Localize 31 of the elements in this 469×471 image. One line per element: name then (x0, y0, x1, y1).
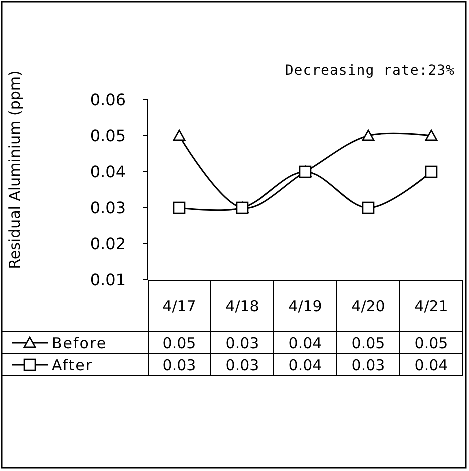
point (173, 202, 186, 214)
legend-label: After (52, 356, 94, 374)
text: Decreasing rate:23% (285, 63, 456, 79)
point (425, 166, 438, 178)
y-tick-label: 0.02 (90, 234, 126, 254)
x-tick-label: 4/19 (288, 297, 322, 316)
y-tick-label: 0.05 (90, 126, 126, 146)
y-tick-label: 0.06 (90, 90, 126, 110)
x-tick-label: 4/20 (352, 297, 386, 316)
data-label: 0.04 (288, 334, 322, 352)
x-tick-label: 4/17 (162, 297, 196, 316)
point (362, 130, 375, 142)
data-label: 0.03 (226, 356, 260, 374)
data-label: 0.03 (352, 356, 386, 374)
data-label: 0.05 (414, 334, 448, 352)
y-tick-label: 0.04 (90, 162, 126, 182)
data-label: 0.05 (352, 334, 386, 352)
point (425, 130, 438, 142)
x-tick-label: 4/18 (226, 297, 260, 316)
y-tick-label: 0.03 (90, 198, 126, 218)
y-tick-label: 0.01 (90, 270, 126, 290)
data-label: 0.04 (414, 356, 448, 374)
point (362, 202, 375, 214)
data-label: 0.04 (288, 356, 322, 374)
point (173, 130, 186, 142)
data-label: 0.03 (162, 356, 196, 374)
y-axis-title: Residual Aluminium (ppm) (6, 70, 24, 270)
data-label: 0.05 (162, 334, 196, 352)
data-label: 0.03 (226, 334, 260, 352)
legend-label: Before (52, 334, 108, 352)
x-tick-label: 4/21 (414, 297, 448, 316)
